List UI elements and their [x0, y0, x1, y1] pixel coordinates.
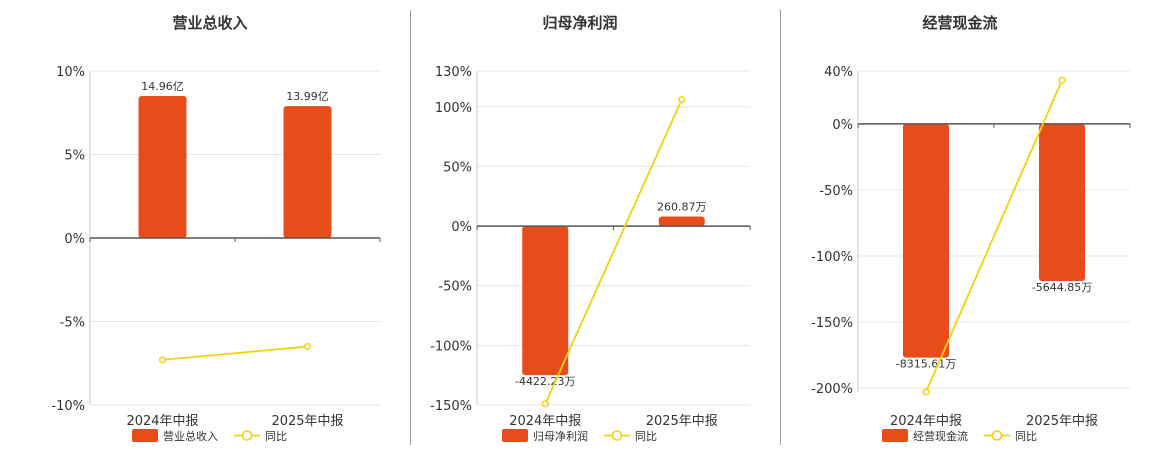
x-category-label: 2024年中报: [890, 414, 962, 429]
yoy-point: [1058, 76, 1066, 84]
yoy-line: [544, 99, 683, 405]
bar: [138, 96, 187, 238]
legend-swatch-bar: [132, 429, 158, 442]
bar-data-label: -8315.61万: [896, 358, 956, 371]
legend-label-line: 同比: [265, 430, 287, 443]
legend-swatch-point: [241, 430, 253, 441]
legend-swatch-bar: [502, 429, 528, 442]
chart-title: 经营现金流: [922, 14, 997, 32]
panel-divider: [780, 10, 781, 445]
bar-data-label: 14.96亿: [141, 80, 184, 93]
bar-data-label: -5644.85万: [1032, 281, 1092, 294]
legend-swatch-point: [611, 430, 623, 441]
legend-label-bar: 营业总收入: [163, 429, 218, 443]
bar-data-label: -4422.23万: [515, 375, 575, 388]
legend-label-line: 同比: [1015, 430, 1037, 443]
y-tick-label: 10%: [56, 65, 85, 80]
legend-label-bar: 归母净利润: [533, 429, 588, 443]
bar: [1039, 123, 1085, 282]
y-tick-label: 40%: [824, 65, 853, 80]
x-category-label: 2025年中报: [646, 414, 718, 429]
legend-label-line: 同比: [635, 430, 657, 443]
y-tick-label: 50%: [443, 160, 472, 175]
legend-label-bar: 经营现金流: [913, 429, 968, 443]
yoy-line: [162, 345, 308, 361]
y-tick-label: 5%: [64, 149, 85, 164]
y-tick-label: -150%: [811, 316, 853, 331]
y-tick-label: -100%: [811, 250, 853, 265]
x-category-label: 2024年中报: [509, 414, 581, 429]
panel-divider: [410, 10, 411, 445]
x-category-label: 2024年中报: [126, 414, 198, 429]
bar: [283, 106, 332, 238]
y-tick-label: 100%: [435, 101, 472, 116]
x-category-label: 2025年中报: [1026, 414, 1098, 429]
y-tick-label: -50%: [438, 280, 472, 295]
y-tick-label: 0%: [451, 220, 472, 235]
y-tick-label: -10%: [51, 399, 85, 414]
yoy-line: [925, 79, 1063, 393]
y-tick-label: 0%: [832, 118, 853, 133]
bar: [903, 123, 949, 358]
bar-data-label: 13.99亿: [286, 90, 329, 103]
x-category-label: 2025年中报: [271, 414, 343, 429]
legend-swatch-point: [991, 430, 1003, 441]
y-tick-label: 130%: [435, 65, 472, 80]
y-tick-label: -150%: [430, 399, 472, 414]
y-tick-label: -5%: [60, 316, 85, 331]
bar-data-label: 260.87万: [657, 201, 707, 214]
chart-title: 归母净利润: [542, 14, 617, 32]
y-tick-label: 0%: [64, 232, 85, 247]
bar: [522, 226, 569, 376]
yoy-point: [541, 400, 549, 408]
y-tick-label: -200%: [811, 382, 853, 397]
chart-title: 营业总收入: [172, 14, 247, 32]
y-tick-label: -50%: [819, 184, 853, 199]
yoy-point: [922, 388, 930, 396]
yoy-point: [678, 96, 686, 104]
yoy-point: [303, 343, 312, 351]
yoy-point: [158, 356, 167, 364]
legend-swatch-bar: [882, 429, 908, 442]
bar: [658, 216, 705, 227]
y-tick-label: -100%: [430, 339, 472, 354]
